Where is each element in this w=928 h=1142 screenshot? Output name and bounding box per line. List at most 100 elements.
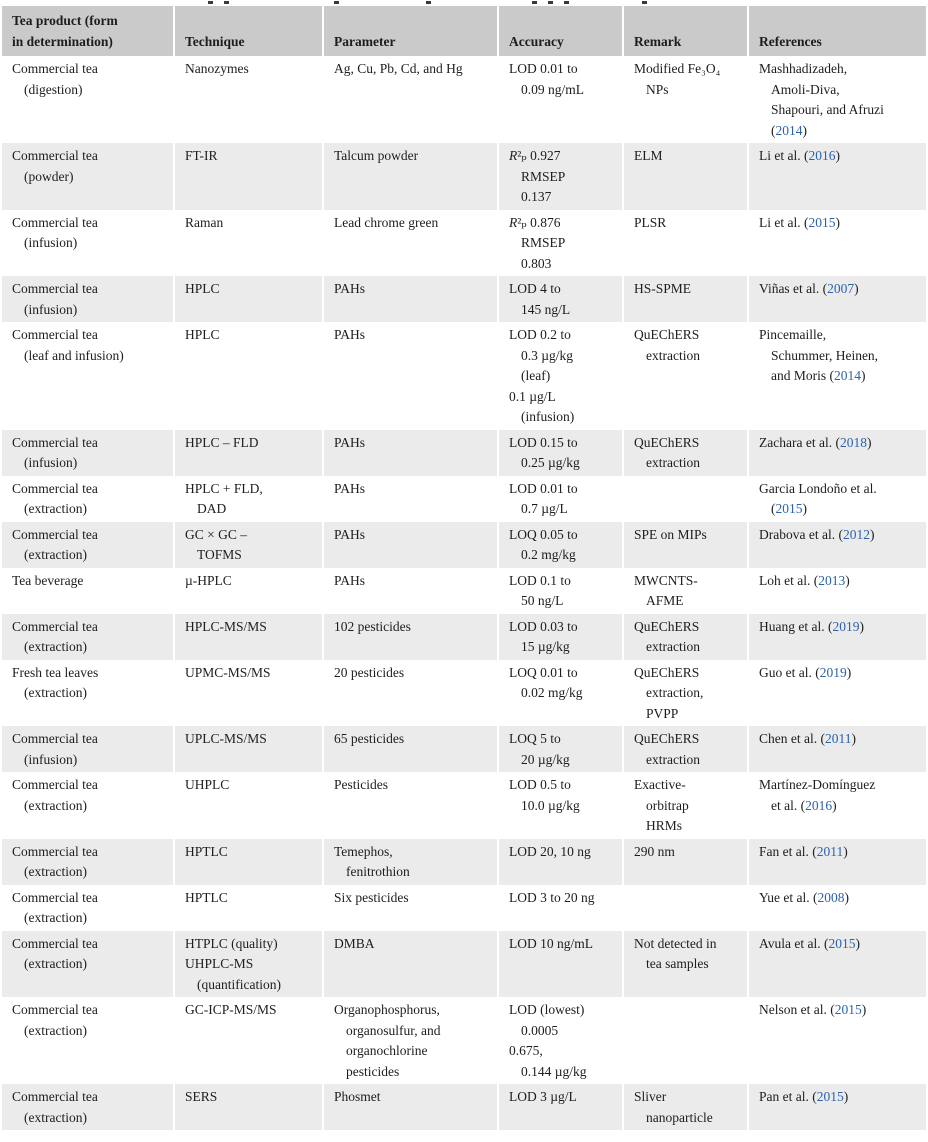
text-segment: LOD 0.1 to (509, 572, 571, 588)
citation-year-link[interactable]: 2008 (817, 889, 845, 905)
text-segment: ) (843, 843, 848, 859)
text-segment: QuEChERS (634, 664, 700, 680)
cell-line: 0.02 mg/kg (509, 683, 618, 704)
citation-year-link[interactable]: 2014 (775, 122, 803, 138)
text-segment: (infusion) (24, 235, 78, 250)
cell-line: PAHs (334, 525, 493, 546)
cell-line: (digestion) (12, 80, 169, 101)
citation-year-link[interactable]: 2011 (824, 731, 852, 746)
cell-references: Li et al. (2016) (749, 143, 926, 210)
text-segment: RMSEP (521, 235, 566, 250)
cell-line: DMBA (334, 934, 493, 955)
citation-year-link[interactable]: 2015 (828, 935, 856, 951)
cell-line: 65 pesticides (334, 729, 493, 750)
text-segment: Drabova et al. ( (759, 526, 843, 542)
cell-line: Commercial tea (12, 279, 169, 300)
cell-line: (infusion) (12, 453, 169, 474)
cell-line: SERS (185, 1087, 318, 1108)
cell-parameter: PAHs (324, 521, 497, 568)
cell-line: 10.0 µg/kg (509, 796, 618, 817)
citation-year-link[interactable]: 2012 (842, 526, 870, 542)
text-segment: ) (835, 148, 840, 163)
citation-year-link[interactable]: 2015 (816, 1089, 844, 1104)
text-segment: UHPLC-MS (185, 956, 254, 971)
citation-year-link[interactable]: 2015 (808, 214, 836, 230)
cell-references: Huang et al. (2019) (749, 613, 926, 660)
cell-line: HPTLC (185, 842, 318, 863)
table-row: Fresh tea leaves (extraction) UPMC-MS/MS 20… (2, 659, 926, 726)
text-segment: ) (844, 889, 849, 905)
cell-line: (leaf and infusion) (12, 346, 169, 367)
citation-year-link[interactable]: 2019 (832, 618, 860, 634)
cell-line: Avula et al. (2015) (759, 934, 922, 955)
cell-line: Commercial tea (12, 213, 169, 234)
text-segment: LOD 3 to 20 ng (509, 889, 595, 905)
cell-line: HPLC (185, 279, 318, 300)
cell-line: HPLC (185, 325, 318, 346)
citation-year-link[interactable]: 2016 (805, 797, 833, 813)
cropped-caption-strip (0, 0, 928, 6)
citation-year-link[interactable]: 2011 (816, 843, 844, 859)
cell-parameter: 65 pesticides (324, 726, 497, 772)
cell-line: HPTLC (185, 888, 318, 909)
text-segment: 0.675, (509, 1043, 543, 1058)
cell-line: Commercial tea (12, 729, 169, 750)
cell-line: (extraction) (12, 499, 169, 520)
text-segment: 0.144 µg/kg (521, 1063, 587, 1079)
cell-line: extraction (634, 453, 743, 474)
text-segment: 0.803 (521, 255, 552, 271)
text-segment: UPLC-MS/MS (185, 731, 267, 746)
citation-year-link[interactable]: 2007 (827, 281, 855, 296)
citation-year-link[interactable]: 2013 (818, 572, 846, 588)
citation-year-link[interactable]: 2019 (819, 664, 847, 680)
text-segment: 65 pesticides (334, 731, 405, 746)
table-body: Commercial tea (digestion) Nanozymes Ag, Cu… (2, 56, 926, 1130)
cell-line: nanoparticle (634, 1108, 743, 1129)
cell-remark: HS-SPME (624, 276, 747, 322)
citation-year-link[interactable]: 2018 (839, 434, 867, 450)
cell-line: 0.09 ng/mL (509, 80, 618, 101)
text-segment: UHPLC (185, 777, 230, 792)
column-header-line: References (759, 33, 822, 49)
cell-references: Li et al. (2015) (749, 209, 926, 276)
text-segment: Guo et al. ( (759, 664, 820, 680)
cell-line: Commercial tea (12, 479, 169, 500)
text-segment: (leaf) (521, 368, 551, 383)
cell-line: 0.2 mg/kg (509, 545, 618, 566)
text-segment: (extraction) (24, 1109, 87, 1125)
text-segment: AFME (646, 593, 684, 608)
cell-product: Commercial tea (infusion) (2, 429, 173, 476)
cell-product: Commercial tea (powder) (2, 143, 173, 210)
citation-year-link[interactable]: 2015 (775, 501, 803, 516)
cell-line: Commercial tea (12, 888, 169, 909)
cell-line: UHPLC (185, 775, 318, 796)
text-segment: Pan et al. ( (759, 1089, 817, 1104)
cell-line: 290 nm (634, 842, 743, 863)
cell-line: LOD 0.01 to (509, 59, 618, 80)
table-row: Commercial tea (extraction) HPLC-MS/MS 102 … (2, 613, 926, 660)
text-segment: DAD (197, 501, 227, 516)
cell-line: Commercial tea (12, 433, 169, 454)
text-segment: Commercial tea (12, 281, 98, 296)
text-segment: ) (854, 281, 859, 296)
table-row: Commercial tea (extraction) HPLC + FLD, DAD… (2, 475, 926, 522)
table-row: Commercial tea (infusion) UPLC-MS/MS 65 pes… (2, 726, 926, 772)
citation-year-link[interactable]: 2016 (808, 148, 836, 163)
text-segment: Sliver (634, 1089, 667, 1104)
citation-year-link[interactable]: 2014 (834, 368, 861, 383)
text-segment: Temephos, (334, 843, 393, 859)
cell-remark: QuEChERS extraction (624, 613, 747, 660)
text-segment: ) (832, 797, 837, 813)
cell-line: HPLC + FLD, (185, 479, 318, 500)
citation-year-link[interactable]: 2015 (834, 1002, 862, 1017)
cell-technique: HPLC – FLD (175, 429, 322, 476)
text-segment: Martínez-Domínguez (759, 777, 876, 792)
text-segment: extraction, (646, 685, 704, 700)
cell-line: Schummer, Heinen, (759, 346, 922, 367)
text-segment: Commercial tea (12, 1089, 98, 1104)
cell-line: GC × GC – (185, 525, 318, 546)
cell-line: (extraction) (12, 862, 169, 883)
text-segment: HPLC + FLD, (185, 480, 263, 496)
cell-line: (infusion) (12, 750, 169, 771)
cell-line: (extraction) (12, 683, 169, 704)
